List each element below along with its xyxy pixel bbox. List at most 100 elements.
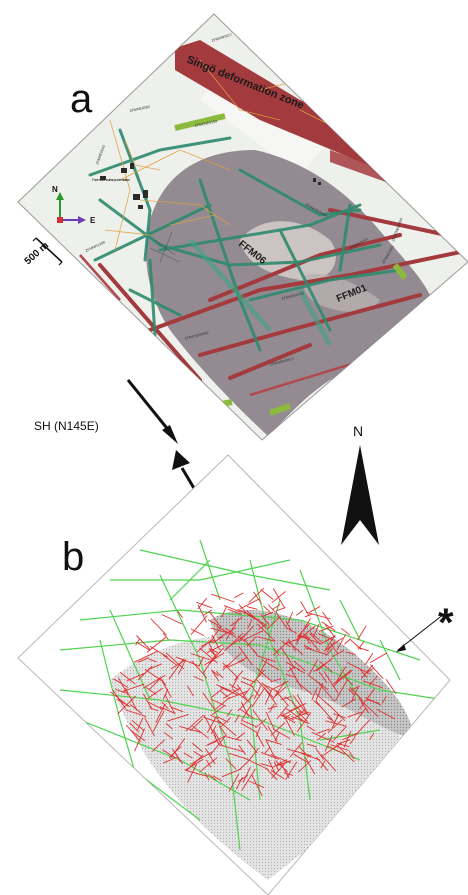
red-fracture-trace bbox=[152, 710, 165, 732]
red-fracture-trace bbox=[271, 759, 288, 768]
red-fracture-trace bbox=[305, 611, 331, 620]
red-fracture-trace bbox=[196, 637, 215, 653]
red-fracture-trace bbox=[200, 639, 216, 647]
red-fracture-trace bbox=[240, 722, 258, 733]
red-fracture-trace bbox=[242, 767, 251, 783]
zone-id-label: ZFMNE00A2 bbox=[95, 144, 106, 165]
red-fracture-trace bbox=[355, 707, 367, 723]
red-fracture-trace bbox=[263, 611, 274, 617]
red-fracture-trace bbox=[256, 732, 265, 747]
red-fracture-trace bbox=[330, 643, 338, 654]
red-fracture-trace bbox=[183, 752, 193, 759]
red-fracture-trace bbox=[246, 636, 257, 647]
red-fracture-trace bbox=[256, 636, 276, 642]
red-fracture-trace bbox=[269, 703, 275, 713]
red-fracture-trace bbox=[285, 620, 293, 632]
red-fracture-trace bbox=[210, 688, 224, 699]
red-fracture-trace bbox=[149, 645, 168, 658]
red-fracture-trace bbox=[137, 665, 153, 681]
red-fracture-trace bbox=[190, 653, 214, 662]
red-fracture-trace bbox=[262, 683, 280, 693]
red-fracture-trace bbox=[277, 760, 292, 767]
red-fracture-trace bbox=[304, 647, 328, 656]
scale-label: 500 m bbox=[23, 240, 52, 267]
red-fracture-trace bbox=[332, 679, 341, 688]
red-fracture-trace bbox=[207, 716, 217, 733]
red-fracture-trace bbox=[186, 770, 208, 777]
red-fracture-trace bbox=[163, 756, 178, 764]
red-fracture-trace bbox=[337, 739, 351, 745]
red-fracture-trace bbox=[303, 644, 313, 650]
red-fracture-trace bbox=[285, 673, 296, 678]
red-fracture-trace bbox=[231, 688, 251, 703]
red-fracture-trace bbox=[300, 752, 321, 761]
red-fracture-trace bbox=[165, 652, 185, 670]
red-fracture-trace bbox=[286, 611, 294, 625]
red-fracture-trace bbox=[276, 607, 286, 612]
red-fracture-trace bbox=[285, 636, 304, 645]
red-fracture-trace bbox=[338, 670, 352, 682]
red-fracture-trace bbox=[266, 616, 280, 630]
red-fracture-trace bbox=[235, 732, 246, 741]
red-fracture-trace bbox=[326, 640, 336, 653]
red-fracture-trace bbox=[265, 712, 275, 731]
red-fracture-trace bbox=[304, 756, 316, 775]
red-fracture-trace bbox=[149, 707, 159, 712]
red-fracture-trace bbox=[202, 609, 213, 616]
red-fracture-trace bbox=[190, 752, 212, 765]
red-fracture-trace bbox=[222, 662, 239, 679]
red-fracture-trace bbox=[184, 758, 204, 771]
red-fracture-trace bbox=[219, 717, 232, 729]
red-fracture-trace bbox=[134, 650, 158, 663]
red-fracture-trace bbox=[137, 657, 150, 663]
red-fracture-trace bbox=[349, 686, 364, 702]
power-station-buildings bbox=[100, 163, 321, 209]
red-fracture-trace bbox=[221, 768, 242, 778]
red-fracture-trace bbox=[297, 760, 312, 773]
red-fracture-trace bbox=[225, 617, 240, 640]
red-fracture-trace bbox=[233, 670, 244, 681]
red-fracture-trace bbox=[296, 710, 309, 723]
red-fracture-trace bbox=[163, 731, 174, 740]
red-fracture-trace bbox=[260, 614, 270, 626]
red-fracture-trace bbox=[161, 749, 176, 759]
red-fracture-trace bbox=[231, 676, 239, 689]
red-fracture-trace bbox=[241, 676, 256, 683]
red-fracture-trace bbox=[227, 690, 248, 700]
red-fracture-trace bbox=[211, 670, 220, 682]
red-fracture-trace bbox=[336, 633, 347, 651]
red-fracture-trace bbox=[177, 660, 186, 675]
red-fracture-trace bbox=[190, 628, 205, 637]
red-fracture-trace bbox=[357, 641, 365, 650]
red-fracture-trace bbox=[242, 720, 257, 728]
red-fracture-trace bbox=[323, 637, 343, 652]
red-fracture-trace bbox=[263, 605, 272, 614]
red-fracture-trace bbox=[350, 686, 359, 702]
red-fracture-trace bbox=[366, 699, 380, 704]
red-fracture-trace bbox=[324, 735, 333, 752]
red-fracture-trace bbox=[376, 709, 396, 720]
red-fracture-trace bbox=[263, 686, 277, 705]
red-fracture-trace bbox=[271, 680, 289, 691]
red-fracture-trace bbox=[210, 725, 217, 735]
red-fracture-trace bbox=[203, 715, 217, 738]
compass-north-label: N bbox=[52, 185, 58, 194]
red-fracture-trace bbox=[241, 704, 252, 721]
red-fracture-trace bbox=[291, 716, 310, 725]
red-fracture-trace bbox=[267, 604, 276, 613]
red-fracture-trace bbox=[385, 678, 397, 695]
red-fracture-trace bbox=[222, 663, 231, 668]
red-fracture-trace bbox=[333, 726, 347, 741]
red-fracture-trace bbox=[296, 694, 308, 714]
red-fracture-trace bbox=[162, 632, 169, 640]
red-fracture-trace bbox=[360, 699, 379, 717]
red-fracture-trace bbox=[212, 625, 223, 638]
red-fracture-trace bbox=[169, 738, 186, 760]
red-fracture-trace bbox=[321, 635, 335, 644]
red-fracture-trace bbox=[237, 694, 254, 712]
red-fracture-trace bbox=[317, 633, 334, 641]
red-fracture-trace bbox=[349, 736, 356, 745]
red-fracture-trace bbox=[221, 606, 228, 618]
red-fracture-trace bbox=[237, 774, 249, 783]
